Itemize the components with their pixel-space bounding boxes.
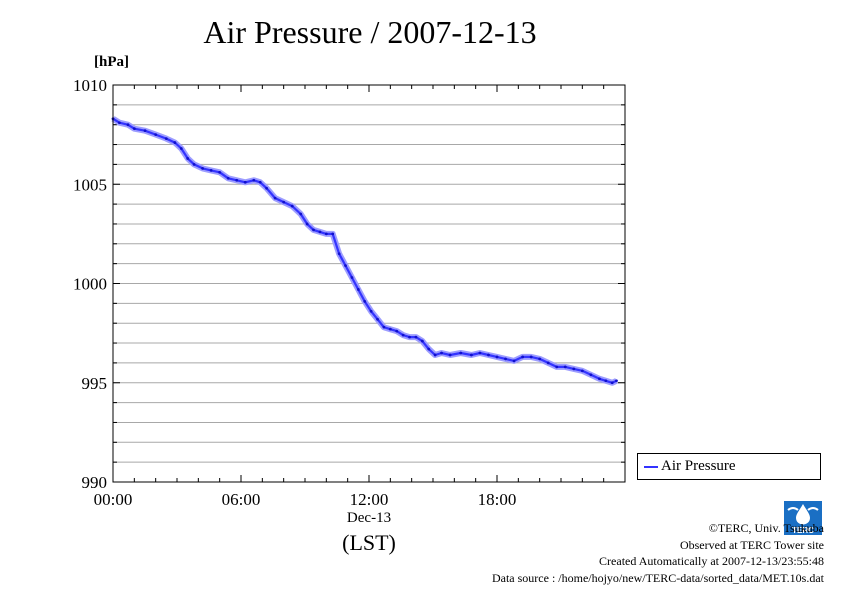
y-tick-label: 1005 xyxy=(73,175,107,194)
y-tick-label: 1010 xyxy=(73,76,107,95)
grid-lines xyxy=(113,104,625,463)
logo-text: TERC xyxy=(792,526,814,535)
data-point xyxy=(154,133,158,137)
data-point xyxy=(487,353,490,357)
terc-logo: TERC xyxy=(784,501,822,535)
plot-frame xyxy=(112,84,626,483)
data-point xyxy=(408,335,411,339)
data-point xyxy=(433,353,437,357)
tick-marks xyxy=(112,84,626,483)
data-point xyxy=(546,361,550,365)
x-tick-labels: 00:00 06:00 12:00 18:00 xyxy=(94,490,517,509)
data-point xyxy=(512,359,516,363)
data-point xyxy=(363,299,367,303)
data-point xyxy=(504,357,507,361)
data-point xyxy=(369,309,373,313)
credits-block: ©TERC, Univ. Tsukuba Observed at TERC To… xyxy=(492,520,824,586)
data-point xyxy=(299,212,303,216)
data-point xyxy=(427,347,431,351)
data-point xyxy=(610,381,614,385)
data-point xyxy=(290,204,294,208)
y-tick-label: 990 xyxy=(82,473,108,492)
data-point xyxy=(173,141,177,144)
data-point xyxy=(201,166,205,170)
data-point xyxy=(218,170,222,174)
data-point xyxy=(395,329,399,333)
x-axis-label: (LST) xyxy=(342,530,396,555)
credit-source: Data source : /home/hojyo/new/TERC-data/… xyxy=(491,570,824,585)
data-point xyxy=(440,351,443,355)
data-point xyxy=(243,180,247,184)
data-point xyxy=(337,252,341,256)
data-point xyxy=(529,355,533,359)
data-point xyxy=(538,357,542,361)
data-point xyxy=(344,264,347,268)
data-point xyxy=(179,147,183,150)
data-point xyxy=(164,137,168,140)
data-point xyxy=(572,367,576,371)
y-tick-label: 1000 xyxy=(73,275,107,294)
data-point xyxy=(478,351,482,355)
data-point xyxy=(318,230,322,234)
data-point xyxy=(470,353,473,357)
data-point xyxy=(350,276,354,279)
data-point xyxy=(192,163,196,166)
data-point xyxy=(331,232,335,236)
data-point xyxy=(143,129,147,133)
data-point xyxy=(382,325,386,329)
data-point xyxy=(305,222,309,226)
data-point xyxy=(495,355,499,359)
x-tick-label: 00:00 xyxy=(94,490,133,509)
chart-title: Air Pressure / 2007-12-13 xyxy=(203,14,537,50)
data-point xyxy=(555,365,559,369)
legend: Air Pressure xyxy=(637,453,821,480)
data-point xyxy=(459,351,463,355)
data-point xyxy=(414,335,418,339)
credit-created: Created Automatically at 2007-12-13/23:5… xyxy=(599,554,824,568)
data-point xyxy=(118,121,121,125)
x-tick-label: 06:00 xyxy=(222,490,261,509)
data-point xyxy=(615,379,618,383)
y-tick-label: 995 xyxy=(82,374,108,393)
data-point xyxy=(401,333,405,337)
data-point xyxy=(376,317,379,321)
data-point xyxy=(604,379,608,383)
data-point xyxy=(282,200,286,204)
y-axis-unit: [hPa] xyxy=(94,54,129,70)
data-point xyxy=(209,168,213,172)
data-point xyxy=(356,288,360,291)
series-layer xyxy=(111,116,618,386)
data-point xyxy=(252,178,256,182)
data-point xyxy=(448,353,452,357)
data-point xyxy=(258,180,262,184)
data-point xyxy=(388,327,392,331)
data-point xyxy=(563,365,567,369)
legend-label: Air Pressure xyxy=(661,458,736,474)
data-point xyxy=(126,123,130,127)
y-tick-labels: 990 995 1000 1005 1010 xyxy=(73,76,107,492)
data-point xyxy=(598,377,601,381)
credit-observed: Observed at TERC Tower site xyxy=(679,537,824,552)
data-point xyxy=(265,186,268,190)
data-point xyxy=(324,232,328,236)
data-point xyxy=(521,355,524,359)
x-tick-label: 12:00 xyxy=(350,490,389,509)
data-point xyxy=(420,339,424,343)
x-tick-label: 18:00 xyxy=(478,490,517,509)
data-point xyxy=(589,373,593,377)
data-point xyxy=(580,369,584,373)
data-point xyxy=(186,157,190,160)
legend-swatch xyxy=(644,466,658,468)
data-point xyxy=(226,176,230,180)
data-point xyxy=(312,228,315,232)
data-point xyxy=(235,178,239,182)
x-axis-date: Dec-13 xyxy=(346,510,392,526)
data-point xyxy=(132,127,136,131)
data-point xyxy=(273,196,277,200)
credit-copyright: ©TERC, Univ. Tsukuba xyxy=(708,521,824,535)
